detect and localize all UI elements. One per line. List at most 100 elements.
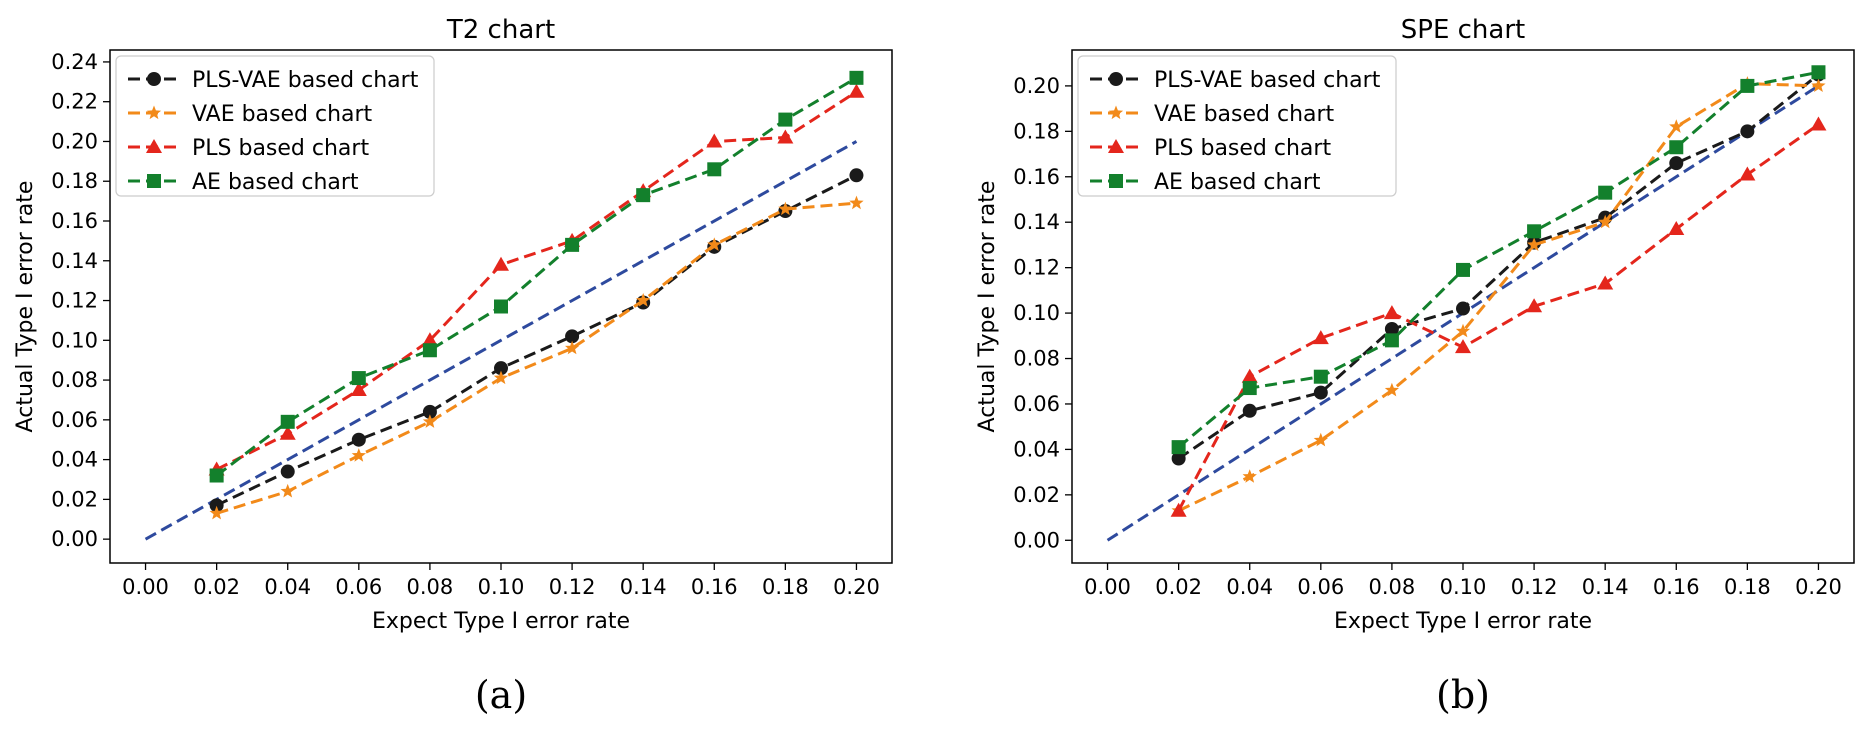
x-tick-label: 0.12 <box>549 575 596 599</box>
y-tick-label: 0.20 <box>51 129 98 153</box>
data-point-ae-based-chart <box>849 70 864 85</box>
data-point-ae-based-chart <box>778 112 793 127</box>
data-point-pls-based-chart <box>1668 221 1685 236</box>
x-tick-label: 0.08 <box>407 575 454 599</box>
y-tick-label: 0.10 <box>51 328 98 352</box>
x-tick-label: 0.18 <box>762 575 809 599</box>
data-point-vae-based-chart <box>209 505 224 520</box>
y-tick-label: 0.18 <box>1013 119 1060 143</box>
legend-label: PLS-VAE based chart <box>1154 68 1381 93</box>
data-point-ae-based-chart <box>565 237 580 252</box>
chart-t2: T2 chart 0.00 0.02 0.04 0.06 0.08 0.10 0.12 0.14… <box>13 15 893 717</box>
legend-marker <box>1108 105 1124 120</box>
legend-marker <box>1109 174 1123 188</box>
x-tick-label: 0.18 <box>1724 575 1771 599</box>
data-point-pls-vae-based-chart <box>209 498 224 513</box>
series-line-pls-based-chart <box>1177 123 1820 512</box>
y-tick-label: 0.22 <box>51 90 98 114</box>
data-point-pls-vae-based-chart <box>565 329 580 344</box>
x-tick-label: 0.00 <box>122 575 169 599</box>
data-point-vae-based-chart <box>1811 78 1826 92</box>
data-point-pls-vae-based-chart <box>494 361 508 376</box>
data-point-ae-based-chart <box>1242 381 1257 396</box>
y-tick-label: 0.16 <box>51 209 98 233</box>
data-point-pls-based-chart <box>1597 275 1614 290</box>
x-tick-label: 0.02 <box>193 575 240 599</box>
data-point-pls-based-chart <box>350 382 367 397</box>
data-point-pls-based-chart <box>777 129 794 144</box>
data-point-vae-based-chart <box>565 340 580 355</box>
chart-title: T2 chart <box>446 15 555 45</box>
plot-area-frame <box>1071 49 1855 564</box>
data-point-ae-based-chart <box>351 371 366 386</box>
legend-label: PLS-VAE based chart <box>192 68 419 93</box>
series-line-vae-based-chart <box>1177 82 1819 513</box>
y-tick-label: 0.24 <box>51 50 98 74</box>
data-point-pls-based-chart <box>1383 305 1400 320</box>
y-tick-label: 0.04 <box>1013 437 1060 461</box>
data-point-vae-based-chart <box>849 195 864 210</box>
data-point-pls-vae-based-chart <box>1740 124 1755 139</box>
data-point-pls-vae-based-chart <box>1384 321 1399 336</box>
data-point-pls-vae-based-chart <box>351 432 366 447</box>
data-point-pls-vae-based-chart <box>1456 301 1470 316</box>
data-point-ae-based-chart <box>1171 440 1186 455</box>
plot-area-frame <box>109 49 893 564</box>
x-tick-label: 0.16 <box>1653 575 1700 599</box>
data-point-ae-based-chart <box>280 414 295 429</box>
figure-caption: (a) <box>475 673 527 717</box>
x-axis-label: Expect Type I error rate <box>1334 609 1592 634</box>
data-point-ae-based-chart <box>209 468 224 483</box>
y-axis-label: Actual Type I error rate <box>975 181 1000 433</box>
legend-label: AE based chart <box>192 170 359 195</box>
series-line-ae-based-chart <box>1177 70 1819 449</box>
data-point-pls-based-chart <box>493 256 509 271</box>
x-axis-label: Expect Type I error rate <box>372 609 630 634</box>
data-point-ae-based-chart <box>1456 262 1470 277</box>
data-point-vae-based-chart <box>636 293 651 307</box>
y-tick-label: 0.02 <box>51 487 98 511</box>
data-point-pls-vae-based-chart <box>1171 451 1186 466</box>
data-point-pls-based-chart <box>421 332 438 347</box>
series-line-ae-based-chart <box>215 76 858 477</box>
data-point-vae-based-chart <box>707 237 722 251</box>
y-tick-label: 0.00 <box>1013 528 1060 552</box>
x-tick-label: 0.04 <box>264 575 311 599</box>
data-point-vae-based-chart <box>1455 323 1471 338</box>
data-point-ae-based-chart <box>422 343 437 358</box>
data-point-pls-based-chart <box>1455 339 1471 354</box>
data-point-ae-based-chart <box>1384 333 1399 348</box>
x-tick-label: 0.02 <box>1155 575 1202 599</box>
data-point-vae-based-chart <box>351 448 366 462</box>
y-tick-label: 0.20 <box>1013 74 1060 98</box>
legend-marker <box>146 105 162 120</box>
series-line-pls-based-chart <box>215 90 858 471</box>
data-point-ae-based-chart <box>1598 185 1613 200</box>
x-tick-label: 0.00 <box>1084 575 1131 599</box>
data-point-pls-based-chart <box>1170 502 1187 517</box>
data-point-pls-vae-based-chart <box>1242 403 1257 418</box>
x-tick-label: 0.14 <box>620 575 667 599</box>
data-point-pls-vae-based-chart <box>1313 385 1328 400</box>
y-tick-label: 0.16 <box>1013 165 1060 189</box>
legend-marker <box>147 72 161 86</box>
data-point-vae-based-chart <box>1313 432 1328 447</box>
data-point-ae-based-chart <box>636 188 651 203</box>
legend-label: PLS based chart <box>192 136 369 161</box>
data-point-vae-based-chart <box>1669 119 1684 133</box>
data-point-pls-based-chart <box>1241 368 1258 383</box>
data-point-ae-based-chart <box>1740 78 1755 93</box>
data-point-ae-based-chart <box>1527 224 1542 239</box>
data-point-pls-vae-based-chart <box>849 168 864 183</box>
figure-caption: (b) <box>1436 673 1490 717</box>
reference-line <box>144 140 858 541</box>
chart-spe: SPE chart 0.00 0.02 0.04 0.06 0.08 0.10 0.12 0.1… <box>975 15 1855 717</box>
x-tick-label: 0.06 <box>335 575 382 599</box>
y-tick-label: 0.02 <box>1013 483 1060 507</box>
legend-box <box>1077 55 1397 197</box>
data-point-ae-based-chart <box>707 162 722 177</box>
x-tick-label: 0.16 <box>691 575 738 599</box>
legend-label: VAE based chart <box>192 102 373 127</box>
y-tick-label: 0.12 <box>51 289 98 313</box>
